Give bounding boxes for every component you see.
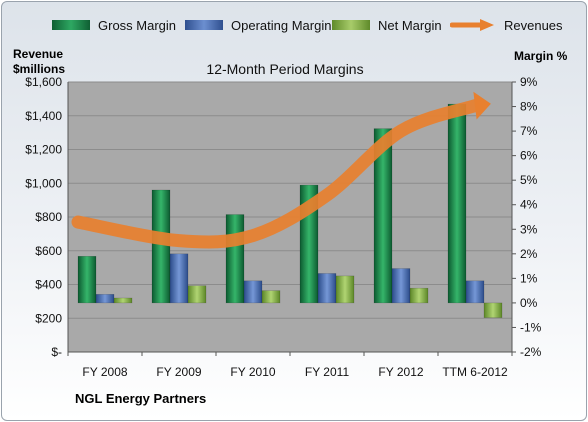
y-right-tick-label: 8% bbox=[520, 100, 538, 114]
y-right-tick-label: 1% bbox=[520, 271, 538, 285]
y-right-axis-title: Margin % bbox=[514, 49, 568, 63]
legend-label-operating-margin: Operating Margin bbox=[231, 17, 332, 33]
revenues-arrowhead bbox=[473, 91, 491, 120]
y-right-tick-label: 2% bbox=[520, 247, 538, 261]
legend-item-revenues: Revenues bbox=[450, 18, 563, 33]
y-right-tick-label: 5% bbox=[520, 173, 538, 187]
legend-label-gross-margin: Gross Margin bbox=[98, 17, 177, 33]
legend-swatch-gross-margin bbox=[52, 20, 90, 30]
x-tick-label: FY 2012 bbox=[378, 365, 423, 379]
legend-item-net-margin: Net Margin bbox=[332, 18, 442, 33]
legend-label-net-margin: Net Margin bbox=[378, 17, 442, 33]
company-name: NGL Energy Partners bbox=[75, 391, 207, 406]
legend-item-operating-margin: Operating Margin bbox=[185, 18, 331, 33]
legend-item-gross-margin: Gross Margin bbox=[52, 18, 176, 33]
legend-swatch-net-margin bbox=[332, 20, 370, 30]
chart-title: 12-Month Period Margins bbox=[206, 61, 363, 77]
legend-label-revenues: Revenues bbox=[504, 17, 563, 33]
y-right-tick-label: -2% bbox=[520, 345, 542, 359]
y-right-tick-label: 6% bbox=[520, 149, 538, 163]
y-right-tick-label: 0% bbox=[520, 296, 538, 310]
y-left-tick-label: $400 bbox=[35, 278, 62, 292]
y-left-tick-label: $1,000 bbox=[25, 176, 62, 190]
y-right-tick-label: 9% bbox=[520, 75, 538, 89]
y-right-tick-label: 4% bbox=[520, 198, 538, 212]
x-tick-label: TTM 6-2012 bbox=[442, 365, 508, 379]
bar-net-margin bbox=[113, 297, 133, 304]
y-left-tick-label: $200 bbox=[35, 311, 62, 325]
bar-gross-margin bbox=[151, 189, 171, 304]
bar-net-margin bbox=[187, 285, 207, 304]
legend-arrow-icon bbox=[450, 19, 494, 31]
x-tick-label: FY 2008 bbox=[82, 365, 127, 379]
bar-net-margin bbox=[483, 302, 503, 318]
y-right-tick-label: 7% bbox=[520, 124, 538, 138]
y-left-tick-label: $600 bbox=[35, 244, 62, 258]
bar-net-margin bbox=[409, 287, 429, 304]
bar-operating-margin bbox=[169, 253, 189, 304]
y-left-tick-label: $800 bbox=[35, 210, 62, 224]
y-left-tick-label: $1,200 bbox=[25, 143, 62, 157]
bar-operating-margin bbox=[243, 280, 263, 304]
y-left-axis-title-line2: $millions bbox=[13, 62, 66, 76]
bar-gross-margin bbox=[373, 128, 393, 304]
bar-gross-margin bbox=[77, 256, 97, 304]
y-right-tick-label: -1% bbox=[520, 320, 542, 334]
bar-gross-margin bbox=[225, 214, 245, 304]
bar-operating-margin bbox=[95, 294, 115, 304]
y-left-tick-label: $- bbox=[51, 345, 62, 359]
bar-operating-margin bbox=[391, 268, 411, 304]
x-tick-label: FY 2009 bbox=[156, 365, 201, 379]
y-left-tick-label: $1,600 bbox=[25, 75, 62, 89]
x-tick-label: FY 2010 bbox=[230, 365, 275, 379]
y-right-tick-label: 3% bbox=[520, 222, 538, 236]
bar-operating-margin bbox=[317, 273, 337, 304]
bar-net-margin bbox=[261, 290, 281, 304]
y-left-tick-label: $1,400 bbox=[25, 109, 62, 123]
revenues-line bbox=[71, 99, 482, 249]
bar-gross-margin bbox=[447, 103, 467, 304]
y-left-axis-title: Revenue $millions bbox=[13, 47, 65, 77]
bar-operating-margin bbox=[465, 280, 485, 304]
bar-net-margin bbox=[335, 275, 355, 304]
x-tick-label: FY 2011 bbox=[305, 365, 350, 379]
y-left-axis-title-line1: Revenue bbox=[13, 47, 64, 61]
legend-swatch-operating-margin bbox=[185, 20, 223, 30]
